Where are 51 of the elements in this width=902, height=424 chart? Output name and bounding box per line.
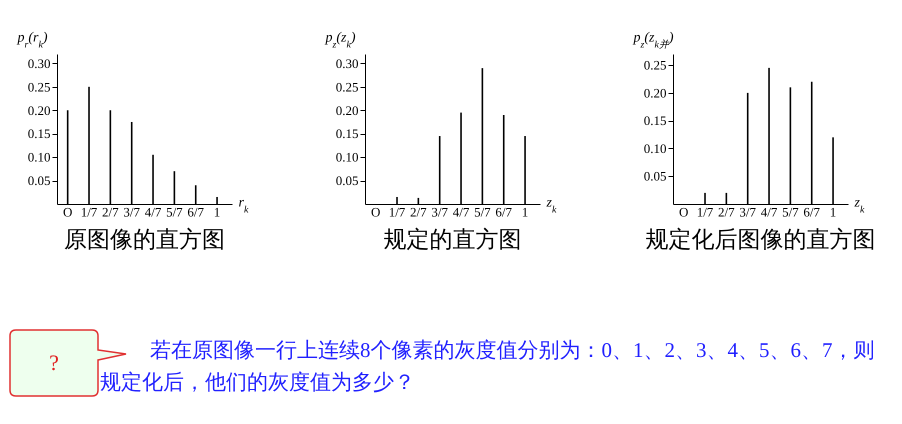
x-tick-label: 1/7: [696, 204, 714, 220]
x-tick-label: 2/7: [102, 204, 120, 220]
y-tick-label: 0.05: [28, 173, 50, 188]
x-tick-label: 3/7: [739, 204, 756, 220]
x-tick-label: 5/7: [782, 204, 800, 220]
x-tick-label: 5/7: [474, 204, 492, 220]
x-tick-label: 6/7: [803, 204, 821, 220]
x-tick-label: 4/7: [144, 204, 162, 220]
y-axis-title: p$_{r}$(r$_{k}$): [16, 30, 48, 50]
y-tick-label: 0.25: [644, 58, 666, 73]
x-tick-label: O: [62, 204, 72, 220]
x-tick-label: 6/7: [187, 204, 205, 220]
x-tick-label: 3/7: [123, 204, 140, 220]
text: 规定化后图像的直方图: [646, 227, 876, 252]
y-tick-label: 0.05: [336, 173, 358, 188]
x-tick-label: 2/7: [718, 204, 736, 220]
text: 若在原图像一行上连续8个像素的灰度值分别为：0、1、2、3、4、5、6、7，则规定化后，他们的灰度值为多少？: [100, 337, 876, 396]
y-tick-label: 0.15: [336, 126, 358, 142]
y-tick-label: 0.20: [336, 102, 358, 118]
x-tick-label: 6/7: [495, 204, 513, 220]
x-tick-label: 1: [830, 204, 836, 220]
y-tick-label: 0.05: [644, 168, 666, 184]
y-tick-label: 0.20: [28, 102, 50, 118]
y-tick-label: 0.30: [28, 56, 50, 71]
x-tick-label: 1: [522, 204, 528, 220]
x-tick-label: O: [678, 204, 688, 220]
x-axis-title: z$_{k}$: [546, 196, 557, 215]
x-tick-label: O: [370, 204, 380, 220]
x-tick-label: 1/7: [80, 204, 98, 220]
y-tick-label: 0.25: [336, 79, 358, 94]
text: 原图像的直方图: [64, 227, 225, 252]
x-tick-label: 3/7: [431, 204, 448, 220]
x-tick-label: 4/7: [452, 204, 470, 220]
y-tick-label: 0.25: [28, 79, 50, 94]
y-tick-label: 0.10: [28, 150, 50, 165]
y-tick-label: 0.20: [644, 85, 666, 100]
y-tick-label: 0.10: [644, 140, 666, 156]
x-tick-label: 5/7: [166, 204, 184, 220]
x-tick-label: 4/7: [760, 204, 778, 220]
x-axis-title: z$_{k}$: [854, 196, 865, 215]
y-axis-title: p$_{z}$(z$_{k}$): [324, 30, 356, 50]
text: 规定的直方图: [384, 227, 522, 252]
x-tick-label: 1/7: [388, 204, 406, 220]
x-tick-label: 1: [214, 204, 220, 220]
x-tick-label: 2/7: [410, 204, 428, 220]
y-tick-label: 0.15: [28, 126, 50, 142]
x-axis-title: r$_{k}$: [238, 196, 249, 215]
y-tick-label: 0.30: [336, 56, 358, 71]
y-tick-label: 0.15: [644, 113, 666, 128]
y-tick-label: 0.10: [336, 150, 358, 165]
y-axis-title: p$_{z}$(z$_{k并}$): [632, 30, 674, 50]
